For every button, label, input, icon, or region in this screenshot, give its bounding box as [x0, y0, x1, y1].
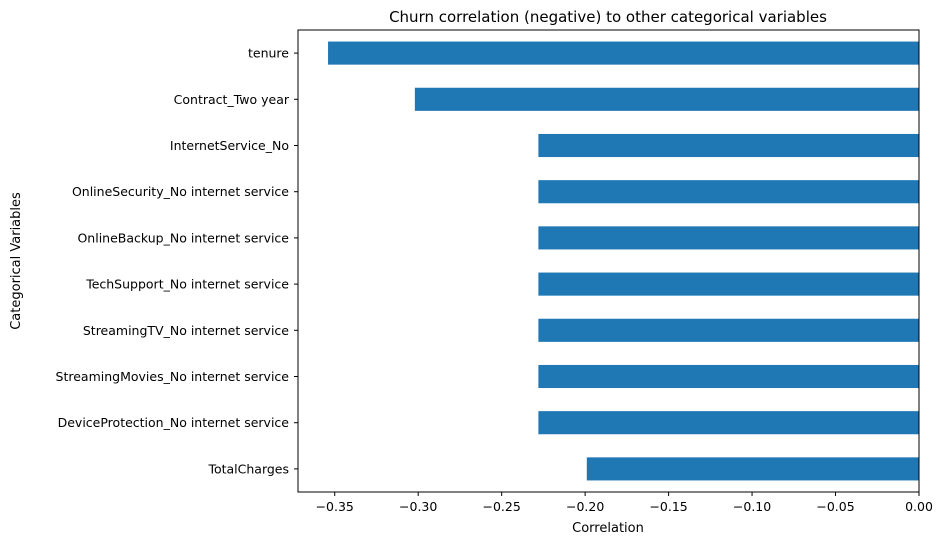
x-axis-label: Correlation	[572, 521, 644, 536]
x-tick-label: −0.15	[649, 499, 687, 514]
x-axis-ticks: −0.35 −0.30 −0.25 −0.20 −0.15 −0.10 −0.05 0.00	[316, 492, 933, 514]
y-axis-ticks: tenure Contract_Two year InternetService_N…	[56, 46, 298, 476]
bars-group	[328, 41, 919, 481]
bar	[538, 318, 919, 342]
y-tick-label: InternetService_No	[170, 138, 289, 153]
bar	[538, 272, 919, 296]
bar	[538, 226, 919, 250]
y-tick-label: DeviceProtection_No internet service	[58, 415, 290, 430]
y-tick-label: OnlineSecurity_No internet service	[72, 184, 289, 199]
x-tick-label: −0.35	[316, 499, 354, 514]
bar	[538, 411, 919, 435]
y-tick-label: Contract_Two year	[174, 92, 290, 107]
y-tick-label: OnlineBackup_No internet service	[77, 230, 289, 245]
x-tick-label: −0.20	[566, 499, 604, 514]
bar	[328, 41, 919, 65]
plot-frame	[297, 29, 920, 493]
y-tick-label: TechSupport_No internet service	[85, 277, 289, 292]
x-tick-label: −0.05	[816, 499, 854, 514]
x-tick-label: −0.10	[733, 499, 771, 514]
bar	[414, 87, 919, 111]
y-tick-label: StreamingMovies_No internet service	[56, 369, 290, 384]
y-tick-label: tenure	[248, 46, 289, 61]
x-tick-label: −0.30	[399, 499, 437, 514]
x-tick-label: −0.25	[483, 499, 521, 514]
y-axis-label: Categorical Variables	[9, 192, 24, 330]
x-tick-label: 0.00	[905, 499, 933, 514]
bar	[538, 364, 919, 389]
bar	[538, 133, 919, 158]
bar	[586, 457, 919, 481]
y-tick-label: TotalCharges	[207, 461, 289, 476]
y-tick-label: StreamingTV_No internet service	[83, 323, 289, 338]
bar	[538, 180, 919, 204]
chart-title: Churn correlation (negative) to other ca…	[389, 8, 827, 26]
